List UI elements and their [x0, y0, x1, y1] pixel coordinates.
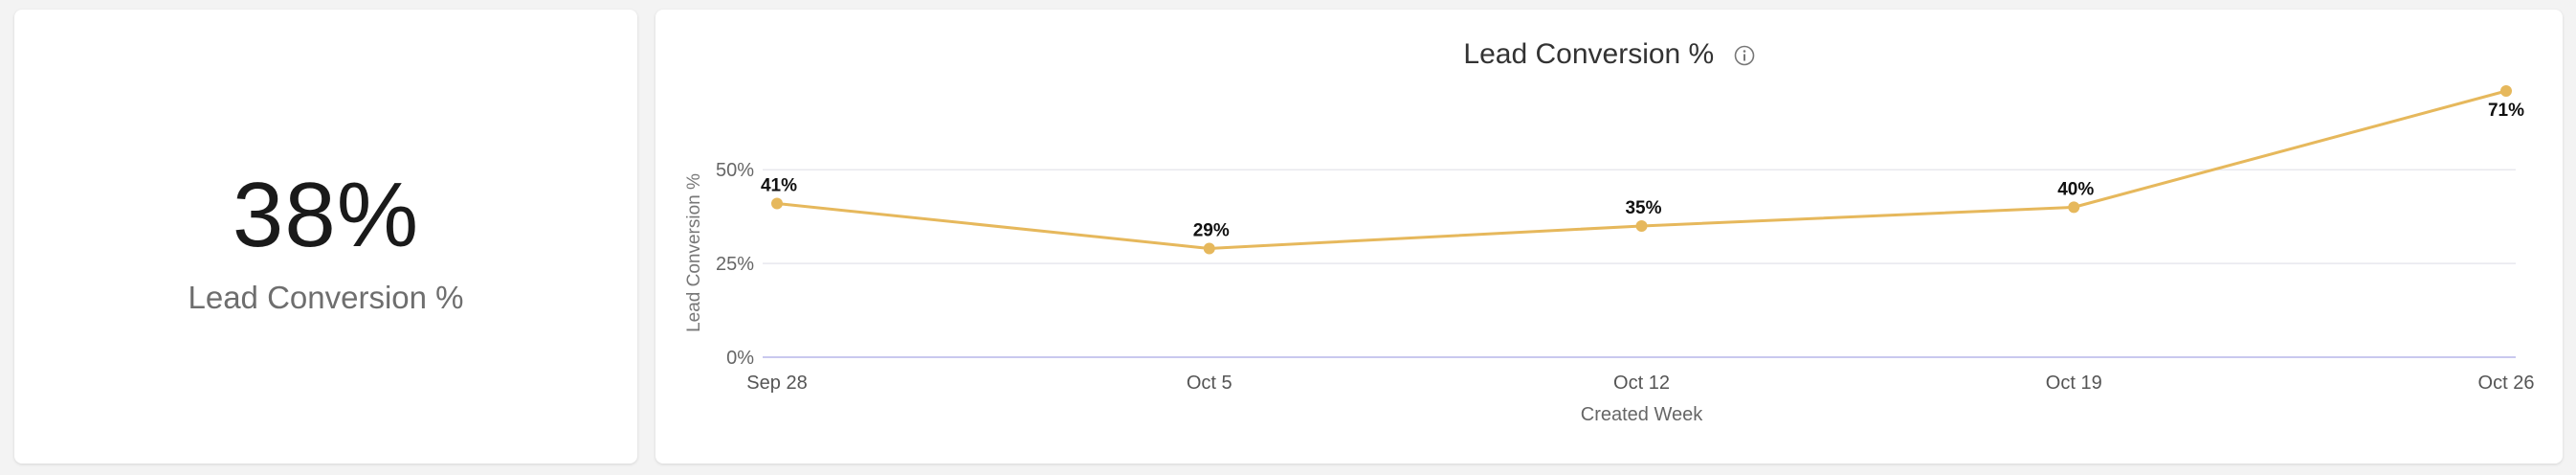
- data-point: [1635, 219, 1648, 232]
- line-chart: 0% 25% 50% Lead Conversion % Sep 28 Oct 5 Oct …: [684, 85, 2535, 425]
- y-tick-label: 50%: [716, 160, 754, 181]
- data-point: [2500, 85, 2512, 97]
- data-label: 71%: [2488, 101, 2524, 121]
- kpi-value: 38%: [232, 164, 420, 266]
- data-label: 40%: [2057, 179, 2094, 199]
- chart-header: Lead Conversion %: [655, 38, 2563, 71]
- x-tick-label: Oct 19: [2046, 373, 2102, 394]
- x-tick-label: Sep 28: [746, 373, 807, 394]
- info-icon[interactable]: [1734, 45, 1755, 66]
- kpi-label: Lead Conversion %: [188, 280, 464, 315]
- kpi-card: 38% Lead Conversion %: [14, 10, 637, 464]
- chart-card: Lead Conversion % 0% 25% 50% Lead Conversio…: [655, 10, 2563, 464]
- chart-title: Lead Conversion %: [1463, 38, 1715, 70]
- y-axis-title: Lead Conversion %: [684, 173, 704, 332]
- data-label: 41%: [761, 175, 797, 195]
- x-tick-label: Oct 5: [1187, 373, 1232, 394]
- data-label: 29%: [1193, 220, 1230, 240]
- data-point: [1203, 242, 1215, 255]
- x-tick-label: Oct 26: [2478, 373, 2535, 394]
- x-axis-title: Created Week: [1581, 404, 1703, 425]
- data-label: 35%: [1625, 198, 1661, 218]
- data-point: [771, 197, 783, 210]
- x-tick-label: Oct 12: [1613, 373, 1670, 394]
- data-point: [2068, 201, 2080, 214]
- y-tick-label: 25%: [716, 254, 754, 275]
- y-tick-label: 0%: [726, 348, 754, 369]
